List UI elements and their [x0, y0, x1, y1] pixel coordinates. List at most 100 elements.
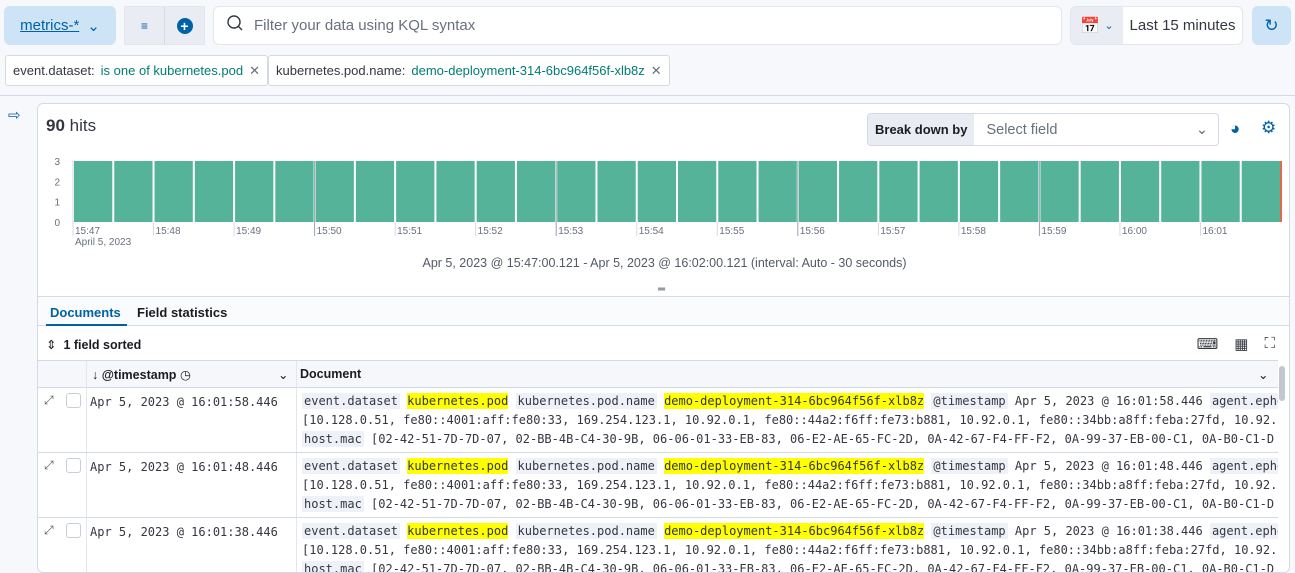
histogram-bar [154, 161, 193, 222]
document-summary: event.dataset kubernetes.pod kubernetes.… [302, 392, 1278, 449]
select-field-dropdown[interactable]: Select field ⌄ [974, 114, 1218, 145]
column-menu-icon[interactable]: ⌄ [1258, 368, 1269, 382]
expand-icon[interactable]: ⤢ [44, 458, 54, 472]
x-tick-label: 15:59 [1041, 226, 1066, 237]
chevron-down-icon: ⌄ [87, 17, 100, 35]
field-value-highlight: kubernetes.pod [407, 523, 509, 539]
histogram-bar [798, 161, 838, 222]
histogram-bar [1201, 161, 1240, 222]
data-view-selector[interactable]: metrics-* ⌄ [4, 6, 116, 45]
refresh-button[interactable]: ↻ [1252, 6, 1291, 45]
field-key: event.dataset [302, 393, 400, 409]
search-icon [226, 14, 244, 37]
grid-header: ↓ @timestamp ◷ ⌄ Document ⌄ [38, 360, 1278, 388]
visualize-icon[interactable]: ◕ [1230, 119, 1241, 138]
expand-icon[interactable]: ⤢ [44, 523, 54, 537]
x-tick-label: 15:58 [961, 226, 986, 237]
fullscreen-icon[interactable]: ⛶ [1264, 335, 1275, 352]
refresh-icon: ↻ [1264, 15, 1279, 35]
histogram-bar [919, 161, 958, 222]
field-value: [02-42-51-7D-7D-07, 02-BB-4B-C4-30-9B, 0… [371, 562, 1275, 573]
display-settings-icon[interactable]: ▦ [1234, 336, 1249, 353]
documents-grid: ↓ @timestamp ◷ ⌄ Document ⌄ ⤢ Apr 5, 202… [38, 360, 1278, 573]
histogram-bar [1241, 161, 1280, 222]
filter-menu-button[interactable]: ≡ [125, 7, 164, 44]
gear-icon[interactable]: ⚙ [1261, 118, 1277, 137]
histogram-chart: 0 1 2 3 15:47 15:48 15:49 15:50 15:51 15:52 15:53 1… [54, 157, 1282, 248]
y-tick-label: 2 [54, 177, 60, 188]
x-tick-label: 15:57 [880, 226, 905, 237]
histogram-bar [879, 161, 918, 222]
close-icon[interactable]: ✕ [249, 62, 260, 78]
filter-pill[interactable]: kubernetes.pod.name: demo-deployment-314-… [268, 55, 670, 86]
chevron-down-icon: ⌄ [1195, 121, 1208, 138]
toggle-sidebar-icon[interactable]: ⇨ [8, 107, 21, 124]
x-tick-label: 15:49 [236, 226, 261, 237]
x-tick-label: 15:51 [397, 226, 422, 237]
table-row: ⤢ Apr 5, 2023 @ 16:01:38.446 event.datas… [38, 518, 1278, 573]
row-checkbox[interactable] [66, 523, 81, 538]
histogram-bar [718, 161, 757, 222]
field-key: kubernetes.pod.name [515, 393, 657, 409]
clock-icon: ◷ [179, 368, 191, 382]
tab-documents[interactable]: Documents [50, 305, 121, 320]
hits-count: 90 hits [46, 116, 96, 136]
field-value: [02-42-51-7D-7D-07, 02-BB-4B-C4-30-9B, 0… [371, 432, 1275, 446]
sort-desc-icon: ↓ [92, 368, 99, 382]
field-value-highlight: kubernetes.pod [407, 393, 509, 409]
histogram-bar [1040, 161, 1079, 222]
sort-label: 1 field sorted [63, 338, 142, 352]
field-key: event.dataset [302, 523, 400, 539]
y-tick-label: 0 [54, 218, 60, 229]
field-key: @timestamp [931, 523, 1008, 539]
histogram-bar [476, 161, 515, 222]
histogram-bar [637, 161, 676, 222]
tab-field-statistics[interactable]: Field statistics [137, 305, 228, 320]
expand-icon[interactable]: ⤢ [44, 393, 54, 407]
histogram-bar [1161, 161, 1200, 222]
table-row: ⤢ Apr 5, 2023 @ 16:01:48.446 event.datas… [38, 453, 1278, 518]
row-checkbox[interactable] [66, 393, 81, 408]
document-column-header[interactable]: Document [300, 367, 362, 381]
time-range-text: Apr 5, 2023 @ 15:47:00.121 - Apr 5, 2023… [422, 256, 907, 270]
timestamp-column-header[interactable]: ↓ @timestamp ◷ [92, 367, 191, 382]
histogram-bar [194, 161, 234, 222]
field-key: kubernetes.pod.name [515, 523, 657, 539]
field-key: @timestamp [931, 393, 1008, 409]
add-filter-button[interactable]: + [164, 7, 204, 44]
chevron-down-icon: ⌄ [1104, 20, 1114, 32]
field-key: host.mac [302, 561, 364, 572]
histogram-bar [396, 161, 435, 222]
x-tick-label: 15:48 [156, 226, 181, 237]
sort-button[interactable]: ⇕ 1 field sorted [46, 337, 141, 352]
histogram-bar [1080, 161, 1119, 222]
field-value: Apr 5, 2023 @ 16:01:38.446 [1014, 524, 1203, 538]
field-key: agent.ephe [1209, 393, 1278, 409]
y-tick-label: 1 [54, 198, 60, 209]
column-menu-icon[interactable]: ⌄ [278, 368, 289, 382]
filter-pill[interactable]: event.dataset: is one of kubernetes.pod ✕ [5, 55, 268, 86]
document-summary: event.dataset kubernetes.pod kubernetes.… [302, 522, 1278, 573]
filter-value: is one of kubernetes.pod [100, 63, 244, 78]
close-icon[interactable]: ✕ [650, 62, 662, 78]
field-key: @timestamp [931, 458, 1008, 474]
hits-label: hits [69, 116, 97, 135]
row-timestamp: Apr 5, 2023 @ 16:01:58.446 [90, 395, 278, 409]
histogram-bar [959, 161, 999, 222]
histogram-bar [114, 161, 153, 222]
histogram-bar [678, 161, 717, 222]
time-range-button[interactable]: Last 15 minutes [1129, 17, 1236, 34]
resize-handle[interactable]: ═ [658, 284, 666, 295]
x-tick-label: 16:01 [1202, 226, 1227, 237]
quick-select-button[interactable]: 📅 ⌄ [1071, 7, 1123, 44]
histogram-bar [557, 161, 596, 222]
kql-search-input[interactable] [254, 17, 1034, 34]
row-checkbox[interactable] [66, 458, 81, 473]
grid-toolbar: ⌨ ▦ ⛶ [1197, 335, 1275, 353]
keyboard-icon[interactable]: ⌨ [1196, 336, 1219, 353]
histogram-bar [839, 161, 878, 222]
x-tick-label: 15:56 [800, 226, 825, 237]
scrollbar[interactable] [1279, 366, 1285, 401]
field-value: [10.128.0.51, fe80::4001:aff:fe80:33, 16… [302, 543, 1278, 557]
break-down-label: Break down by [868, 114, 975, 145]
